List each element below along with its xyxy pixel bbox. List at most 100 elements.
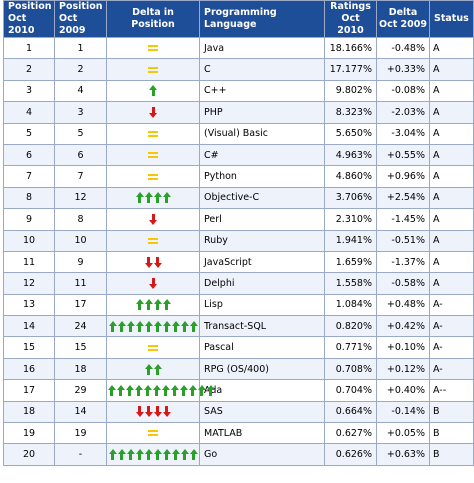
table-row: 4 3 PHP 8.323% -2.03% A xyxy=(3,101,474,124)
equal-sign-icon xyxy=(148,66,158,73)
red-down-arrow-icon xyxy=(144,256,153,268)
red-down-arrow-icon xyxy=(153,256,162,268)
cell-position-2009: 2 xyxy=(54,58,107,81)
cell-position-2009: 18 xyxy=(54,357,107,381)
green-up-arrow-icon xyxy=(135,449,144,461)
cell-position-2010: 19 xyxy=(3,422,55,445)
header-ratings[interactable]: Ratings Oct 2010 xyxy=(324,0,377,38)
cell-position-2009: 19 xyxy=(54,422,107,445)
cell-delta-2009: +0.48% xyxy=(376,293,430,317)
table-row: 6 6 C# 4.963% +0.55% A xyxy=(3,143,474,167)
cell-position-2009: 11 xyxy=(54,272,107,295)
cell-delta-2009: -0.51% xyxy=(376,229,430,252)
cell-status: A- xyxy=(429,315,474,338)
cell-language: C xyxy=(199,58,325,81)
green-up-arrow-icon xyxy=(152,384,161,396)
cell-ratings: 1.084% xyxy=(324,293,377,317)
cell-ratings: 5.650% xyxy=(324,122,377,145)
table-row: 18 14 SAS 0.664% -0.14% B xyxy=(3,400,474,424)
cell-status: B xyxy=(429,443,474,466)
cell-delta-position xyxy=(106,336,200,359)
cell-delta-2009: +0.96% xyxy=(376,165,430,188)
cell-language: JavaScript xyxy=(199,250,325,274)
header-position-2009[interactable]: Position Oct 2009 xyxy=(54,0,107,38)
cell-position-2010: 18 xyxy=(3,400,55,424)
green-up-arrow-icon xyxy=(197,384,206,396)
cell-position-2010: 11 xyxy=(3,250,55,274)
header-language[interactable]: Programming Language xyxy=(199,0,325,38)
cell-status: A-- xyxy=(429,379,474,402)
cell-language: Ruby xyxy=(199,229,325,252)
cell-position-2009: 29 xyxy=(54,379,107,402)
cell-position-2010: 9 xyxy=(3,208,55,231)
green-up-arrow-icon xyxy=(134,384,143,396)
green-up-arrow-icon xyxy=(189,320,198,332)
cell-delta-2009: +2.54% xyxy=(376,186,430,210)
cell-delta-position xyxy=(106,208,200,231)
cell-delta-position xyxy=(106,293,200,317)
cell-language: Perl xyxy=(199,208,325,231)
cell-delta-2009: -0.14% xyxy=(376,400,430,424)
cell-position-2010: 12 xyxy=(3,272,55,295)
table-row: 2 2 C 17.177% +0.33% A xyxy=(3,58,474,81)
green-up-arrow-icon xyxy=(126,320,135,332)
cell-position-2010: 7 xyxy=(3,165,55,188)
cell-status: A xyxy=(429,101,474,124)
table-row: 8 12 Objective-C 3.706% +2.54% A xyxy=(3,186,474,210)
header-row: Position Oct 2010 Position Oct 2009 Delt… xyxy=(3,0,474,38)
table-row: 5 5 (Visual) Basic 5.650% -3.04% A xyxy=(3,122,474,145)
cell-position-2009: 6 xyxy=(54,143,107,167)
table-row: 10 10 Ruby 1.941% -0.51% A xyxy=(3,229,474,252)
cell-delta-position xyxy=(106,443,200,466)
cell-status: B xyxy=(429,422,474,445)
green-up-arrow-icon xyxy=(144,449,153,461)
table-row: 12 11 Delphi 1.558% -0.58% A xyxy=(3,272,474,295)
cell-status: A- xyxy=(429,293,474,317)
green-up-arrow-icon xyxy=(107,384,116,396)
cell-ratings: 0.708% xyxy=(324,357,377,381)
green-up-arrow-icon xyxy=(135,299,144,311)
cell-delta-position xyxy=(106,400,200,424)
cell-status: A xyxy=(429,165,474,188)
cell-ratings: 4.860% xyxy=(324,165,377,188)
cell-status: A xyxy=(429,208,474,231)
green-up-arrow-icon xyxy=(144,320,153,332)
equal-sign-icon xyxy=(148,152,158,159)
cell-position-2009: 8 xyxy=(54,208,107,231)
table-row: 19 19 MATLAB 0.627% +0.05% B xyxy=(3,422,474,445)
green-up-arrow-icon xyxy=(171,449,180,461)
table-row: 14 24 Transact-SQL 0.820% +0.42% A- xyxy=(3,315,474,338)
cell-delta-2009: +0.42% xyxy=(376,315,430,338)
header-delta-2009[interactable]: Delta Oct 2009 xyxy=(376,0,430,38)
cell-language: SAS xyxy=(199,400,325,424)
cell-ratings: 0.664% xyxy=(324,400,377,424)
cell-delta-2009: -0.58% xyxy=(376,272,430,295)
green-up-arrow-icon xyxy=(162,192,171,204)
cell-status: A xyxy=(429,36,474,60)
tiobe-index-table: Position Oct 2010 Position Oct 2009 Delt… xyxy=(3,0,474,466)
cell-position-2009: 3 xyxy=(54,101,107,124)
cell-language: C# xyxy=(199,143,325,167)
cell-delta-position xyxy=(106,357,200,381)
cell-position-2010: 3 xyxy=(3,79,55,103)
green-up-arrow-icon xyxy=(189,449,198,461)
cell-ratings: 8.323% xyxy=(324,101,377,124)
green-up-arrow-icon xyxy=(116,384,125,396)
header-delta-position[interactable]: Delta in Position xyxy=(106,0,200,38)
cell-ratings: 18.166% xyxy=(324,36,377,60)
green-up-arrow-icon xyxy=(171,320,180,332)
header-status[interactable]: Status xyxy=(429,0,474,38)
table-row: 16 18 RPG (OS/400) 0.708% +0.12% A- xyxy=(3,357,474,381)
header-position-2010[interactable]: Position Oct 2010 xyxy=(3,0,55,38)
cell-status: A xyxy=(429,250,474,274)
cell-status: A- xyxy=(429,336,474,359)
red-down-arrow-icon xyxy=(162,406,171,418)
cell-position-2010: 16 xyxy=(3,357,55,381)
cell-status: A xyxy=(429,122,474,145)
cell-language: Python xyxy=(199,165,325,188)
green-up-arrow-icon xyxy=(153,299,162,311)
red-down-arrow-icon xyxy=(149,106,157,118)
equal-sign-icon xyxy=(148,45,158,52)
red-down-arrow-icon xyxy=(153,406,162,418)
cell-position-2009: 15 xyxy=(54,336,107,359)
